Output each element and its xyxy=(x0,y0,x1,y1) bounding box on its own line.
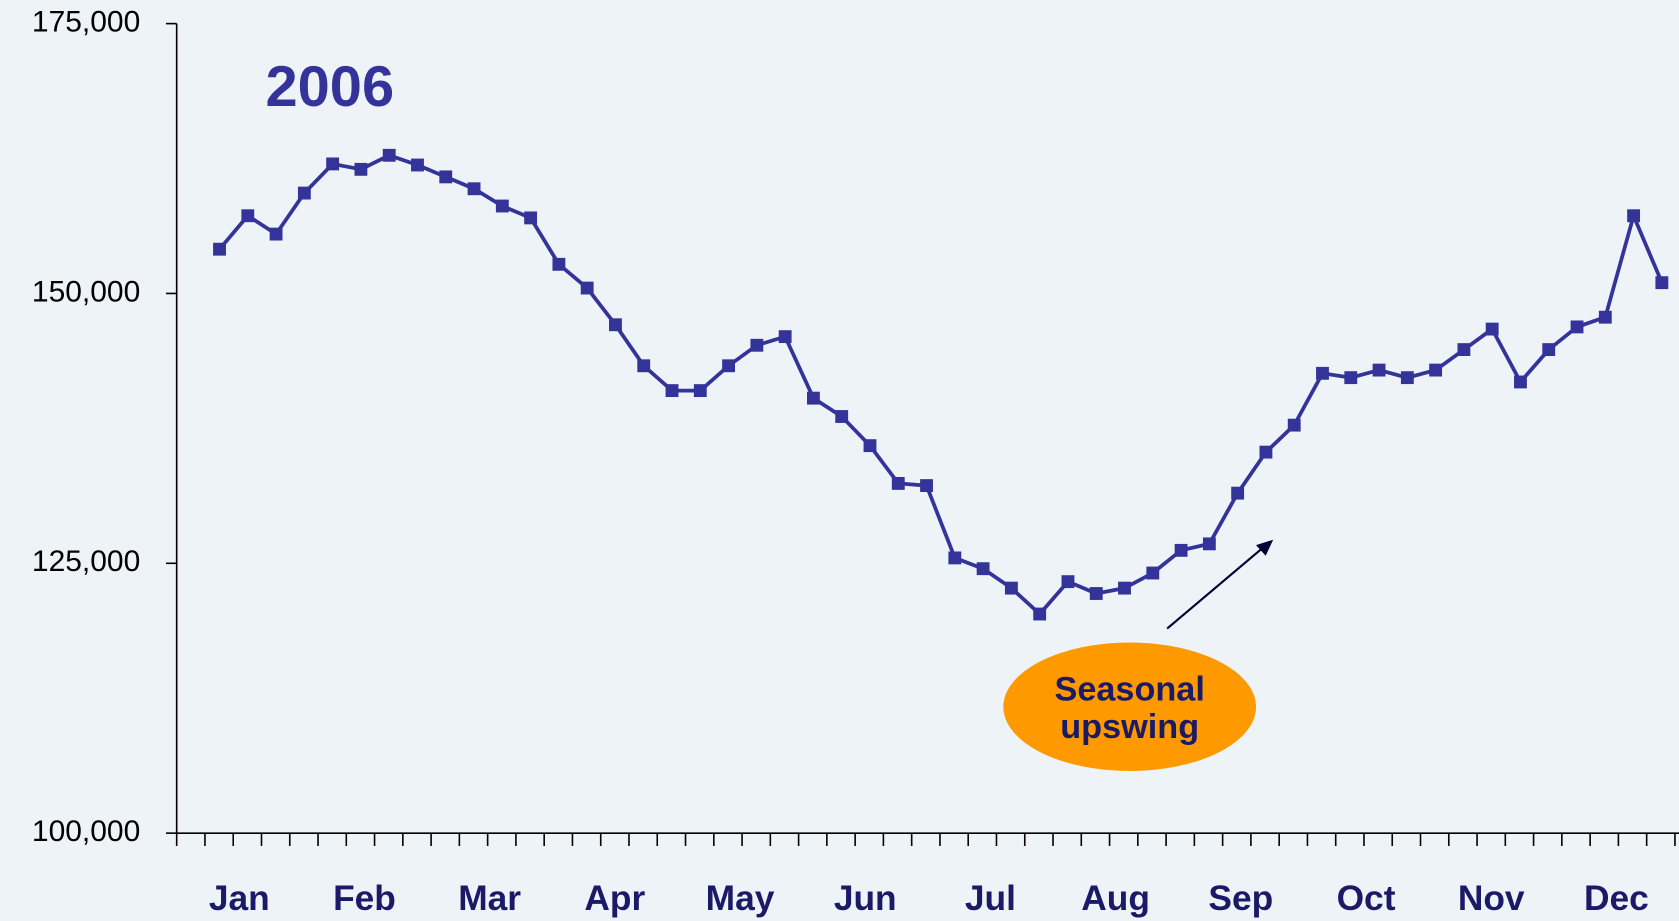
marker xyxy=(241,209,255,223)
marker xyxy=(1485,322,1499,336)
marker xyxy=(1061,575,1075,589)
y-tick-label: 100,000 xyxy=(32,815,140,848)
marker xyxy=(1174,543,1188,557)
x-tick-label: Oct xyxy=(1337,879,1396,918)
marker xyxy=(1287,418,1301,432)
x-tick-label: Dec xyxy=(1584,879,1649,918)
y-tick-label: 175,000 xyxy=(32,6,140,39)
marker xyxy=(269,227,283,241)
marker xyxy=(722,359,736,373)
marker xyxy=(1089,587,1103,600)
x-tick-label: Jan xyxy=(209,879,270,918)
line xyxy=(218,153,1664,616)
marker xyxy=(1118,581,1131,595)
marker xyxy=(495,199,509,213)
marker xyxy=(467,182,481,196)
marker xyxy=(580,281,594,295)
marker xyxy=(354,162,368,176)
arrow xyxy=(1166,546,1265,630)
marker xyxy=(382,148,396,162)
marker xyxy=(439,170,453,184)
x-tick-label: May xyxy=(706,879,775,918)
x-tick-label: Sep xyxy=(1208,879,1273,918)
annotation-text: Seasonal xyxy=(1054,670,1204,708)
marker xyxy=(1627,209,1641,223)
marker xyxy=(806,391,820,405)
x-tick-label: Jun xyxy=(834,879,897,918)
x-tick-label: Aug xyxy=(1081,879,1150,918)
marker xyxy=(1598,310,1612,324)
marker xyxy=(1146,566,1160,580)
y-tick-label: 125,000 xyxy=(32,545,140,578)
marker xyxy=(1202,537,1216,551)
marker xyxy=(297,186,311,200)
marker xyxy=(1570,320,1584,334)
chart-title: 2006 xyxy=(265,55,394,119)
marker xyxy=(213,242,226,256)
x-tick-label: Feb xyxy=(333,879,396,918)
marker xyxy=(1372,363,1386,377)
marker xyxy=(920,479,933,493)
marker xyxy=(948,551,962,565)
marker xyxy=(609,318,622,332)
marker xyxy=(637,359,651,373)
marker xyxy=(326,157,340,171)
marker xyxy=(693,384,707,398)
x-tick-label: Jul xyxy=(965,879,1016,918)
marker xyxy=(1400,371,1414,385)
marker xyxy=(1259,445,1273,459)
marker xyxy=(1033,607,1047,621)
marker xyxy=(665,384,679,398)
marker xyxy=(552,257,566,271)
marker xyxy=(976,562,990,576)
marker xyxy=(1004,581,1018,595)
marker xyxy=(1457,343,1471,357)
marker xyxy=(1429,363,1443,377)
marker xyxy=(1655,276,1669,290)
marker xyxy=(891,476,905,490)
marker xyxy=(1316,366,1329,380)
marker xyxy=(1344,371,1358,385)
annotation-bubble xyxy=(1003,642,1257,772)
marker xyxy=(863,439,877,453)
marker xyxy=(1542,343,1556,357)
marker xyxy=(411,158,424,172)
x-tick-label: Apr xyxy=(584,879,645,918)
marker xyxy=(750,338,764,352)
marker xyxy=(1514,375,1527,389)
marker xyxy=(835,410,849,423)
marker xyxy=(778,330,792,344)
marker xyxy=(524,211,538,225)
y-tick-label: 150,000 xyxy=(32,275,140,308)
x-tick-label: Mar xyxy=(458,879,521,918)
annotation-text: upswing xyxy=(1060,708,1199,746)
marker xyxy=(1231,486,1245,500)
x-tick-label: Nov xyxy=(1458,879,1525,918)
